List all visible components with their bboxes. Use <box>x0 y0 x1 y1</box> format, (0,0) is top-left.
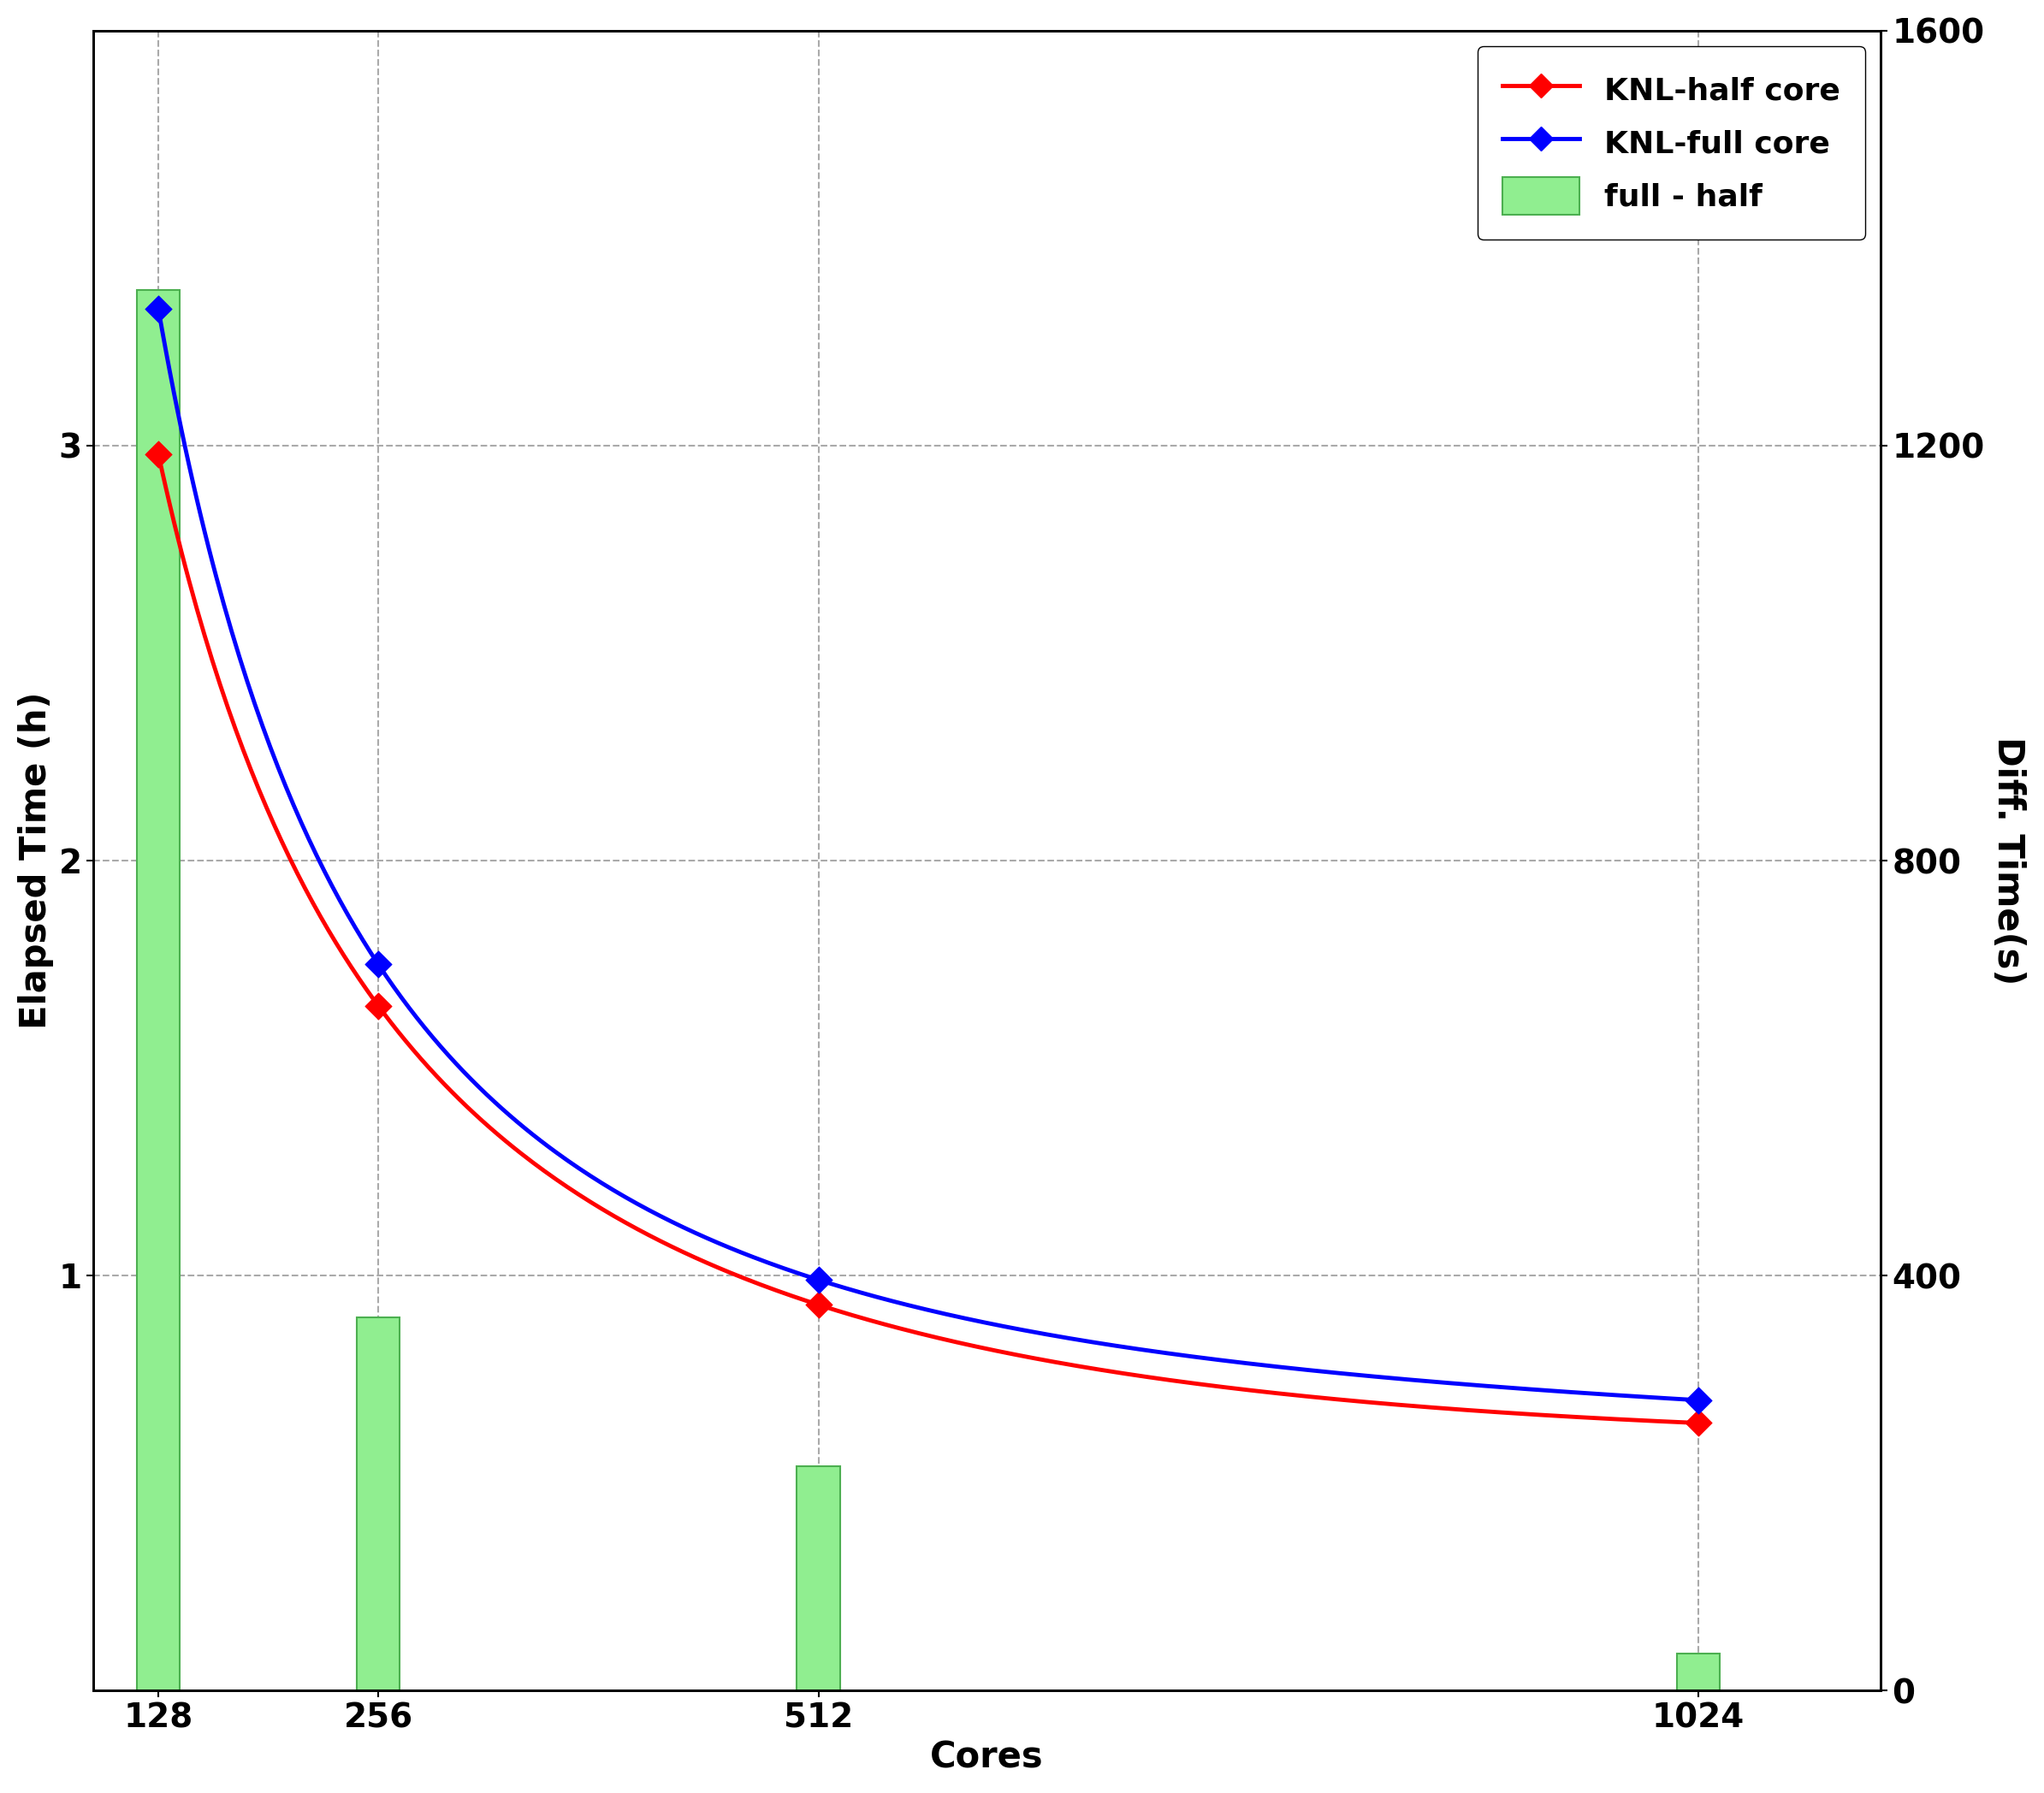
Point <box>801 1291 834 1320</box>
Bar <box>797 1467 840 1691</box>
Y-axis label: Elapsed Time (h): Elapsed Time (h) <box>18 692 53 1029</box>
Y-axis label: Diff. Time(s): Diff. Time(s) <box>1991 737 2026 984</box>
Point <box>1682 1409 1715 1438</box>
Point <box>1682 1386 1715 1415</box>
Bar <box>137 290 180 1691</box>
X-axis label: Cores: Cores <box>930 1739 1044 1775</box>
Point <box>141 439 174 468</box>
Point <box>362 950 394 979</box>
Bar <box>358 1318 401 1691</box>
Point <box>362 992 394 1020</box>
Legend: KNL-half core, KNL-full core, full - half: KNL-half core, KNL-full core, full - hal… <box>1478 47 1866 240</box>
Bar <box>1676 1653 1719 1691</box>
Point <box>141 294 174 323</box>
Point <box>801 1266 834 1295</box>
